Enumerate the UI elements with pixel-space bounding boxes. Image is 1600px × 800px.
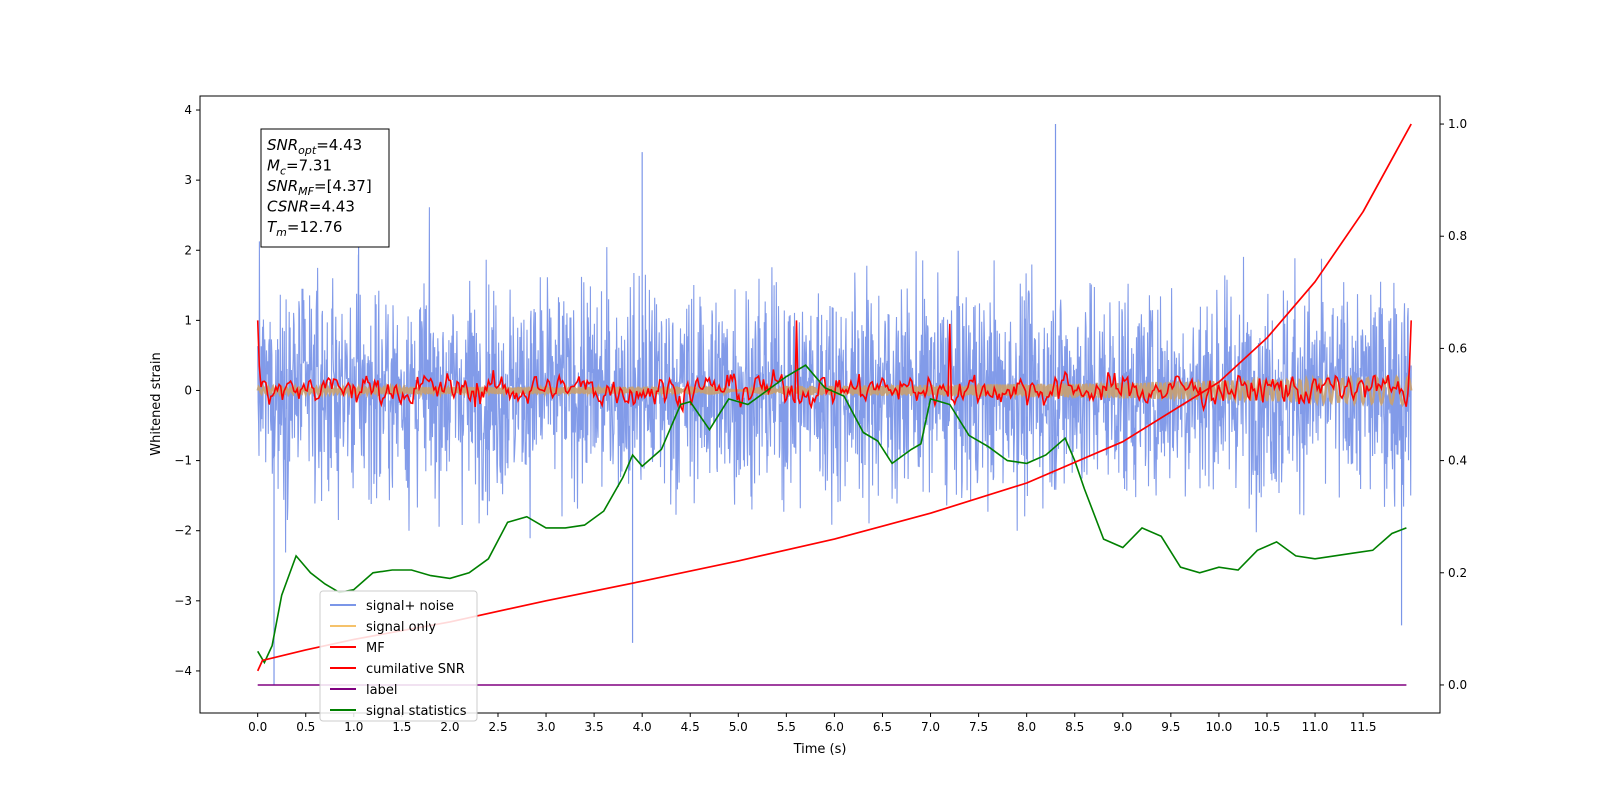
y-left-tick-label: 0 [184, 383, 192, 397]
x-axis-label: Time (s) [793, 742, 847, 757]
legend-label: signal statistics [366, 704, 467, 719]
y-right-tick-label: 0.2 [1448, 566, 1467, 580]
y-axis-label-left: Whitened strain [149, 352, 164, 455]
x-tick-label: 7.5 [969, 720, 988, 734]
x-tick-label: 6.0 [825, 720, 844, 734]
x-tick-label: 1.0 [344, 720, 363, 734]
y-left-tick-label: −4 [174, 664, 192, 678]
series-signal-statistics [257, 364, 1407, 665]
x-tick-label: 10.0 [1206, 720, 1233, 734]
x-tick-label: 2.5 [488, 720, 507, 734]
y-left-tick-label: −3 [174, 594, 192, 608]
x-tick-label: 3.0 [536, 720, 555, 734]
x-tick-label: 4.5 [681, 720, 700, 734]
annotation-line: SNRopt=4.43 [267, 136, 362, 157]
y-right-tick-label: 1.0 [1448, 117, 1467, 131]
x-tick-label: 8.0 [1017, 720, 1036, 734]
y-right-tick-label: 0.0 [1448, 678, 1467, 692]
y-left-tick-label: 1 [184, 313, 192, 327]
annotation-line: CSNR=4.43 [267, 198, 355, 216]
annotation-line: Tm=12.76 [267, 218, 342, 239]
y-right-tick-label: 0.8 [1448, 229, 1467, 243]
y-left-tick-label: 3 [184, 173, 192, 187]
x-tick-label: 5.5 [777, 720, 796, 734]
y-left-tick-label: −1 [174, 454, 192, 468]
legend-label: signal+ noise [366, 599, 454, 614]
x-tick-label: 6.5 [873, 720, 892, 734]
legend-label: MF [366, 641, 385, 656]
x-tick-label: 11.5 [1350, 720, 1377, 734]
y-left-tick-label: 2 [184, 243, 192, 257]
legend-label: cumilative SNR [366, 662, 465, 677]
x-tick-label: 7.0 [921, 720, 940, 734]
legend: signal+ noise signal only MF cumilative SNR… [319, 590, 478, 722]
x-tick-label: 2.0 [440, 720, 459, 734]
x-tick-label: 3.5 [585, 720, 604, 734]
annotation-line: SNRMF=[4.37] [267, 177, 372, 198]
x-tick-label: 9.5 [1161, 720, 1180, 734]
y-right-tick-label: 0.6 [1448, 341, 1467, 355]
x-tick-label: 0.5 [296, 720, 315, 734]
plot-frame [199, 95, 1441, 714]
series-mf [256, 320, 1412, 414]
x-tick-label: 0.0 [248, 720, 267, 734]
y-right-tick-label: 0.4 [1448, 454, 1467, 468]
x-tick-label: 8.5 [1065, 720, 1084, 734]
y-left-tick-label: −2 [174, 524, 192, 538]
x-tick-label: 9.0 [1113, 720, 1132, 734]
legend-label: label [366, 683, 397, 698]
x-tick-label: 10.5 [1254, 720, 1281, 734]
x-tick-label: 5.0 [729, 720, 748, 734]
x-tick-label: 4.0 [633, 720, 652, 734]
y-left-tick-label: 4 [184, 103, 192, 117]
legend-label: signal only [366, 620, 436, 635]
annotation-line: Mc=7.31 [267, 157, 332, 178]
x-tick-label: 11.0 [1302, 720, 1329, 734]
x-tick-label: 1.5 [392, 720, 411, 734]
